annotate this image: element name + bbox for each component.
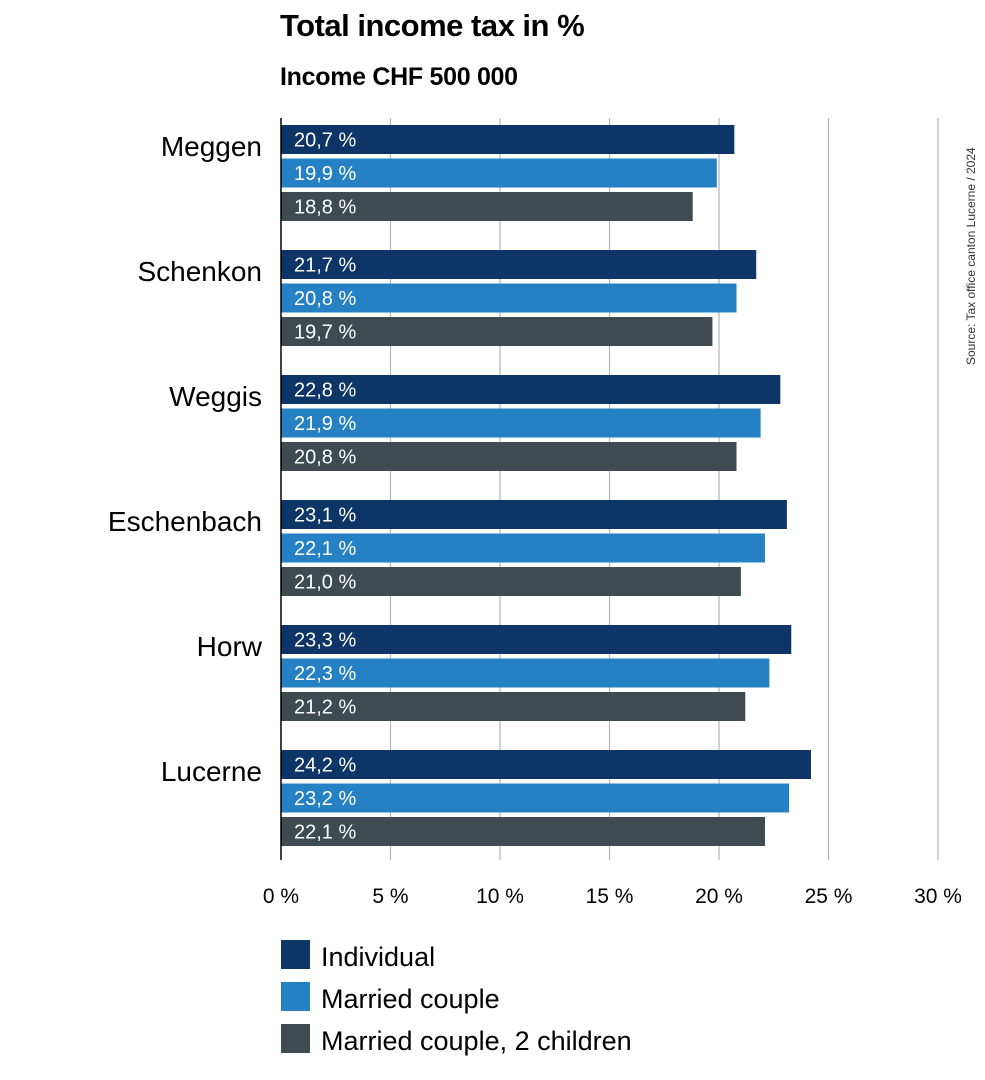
value-labels: 20,7 % 19,9 % 18,8 % 21,7 % 20,8 % 19,7 % 22,8… bbox=[294, 130, 356, 844]
legend-label: Married couple, 2 children bbox=[321, 1026, 632, 1056]
bar bbox=[281, 500, 787, 529]
bar-value-label: 21,2 % bbox=[294, 697, 356, 719]
bar bbox=[281, 750, 811, 779]
category-label: Weggis bbox=[169, 381, 262, 412]
bar bbox=[281, 317, 713, 346]
bar-value-label: 19,9 % bbox=[294, 163, 356, 185]
bar-value-label: 22,1 % bbox=[294, 538, 356, 560]
bar-value-label: 21,9 % bbox=[294, 413, 356, 435]
bar bbox=[281, 408, 761, 438]
bar bbox=[281, 158, 717, 188]
gridlines bbox=[389, 118, 939, 860]
bar-value-label: 18,8 % bbox=[294, 197, 356, 219]
bar bbox=[281, 658, 770, 688]
chart-subtitle: Income CHF 500 000 bbox=[280, 63, 518, 91]
bar bbox=[281, 125, 735, 154]
bar bbox=[281, 283, 737, 313]
bar-value-label: 19,7 % bbox=[294, 322, 356, 344]
x-tick-label: 30 % bbox=[914, 885, 962, 908]
bar bbox=[281, 817, 765, 846]
bar bbox=[281, 250, 757, 279]
bar-value-label: 20,8 % bbox=[294, 288, 356, 310]
bar-value-label: 20,7 % bbox=[294, 130, 356, 152]
legend-label: Individual bbox=[321, 942, 435, 972]
bar bbox=[281, 567, 741, 596]
category-label: Meggen bbox=[161, 131, 262, 162]
category-labels: Meggen Schenkon Weggis Eschenbach Horw Lucern… bbox=[108, 131, 263, 787]
legend-swatch bbox=[281, 940, 310, 969]
legend: Individual Married couple Married couple, … bbox=[281, 940, 632, 1056]
bar-value-label: 22,3 % bbox=[294, 663, 356, 685]
bar-value-label: 24,2 % bbox=[294, 755, 356, 777]
bar-value-label: 22,1 % bbox=[294, 822, 356, 844]
category-label: Lucerne bbox=[161, 756, 262, 787]
category-label: Schenkon bbox=[137, 256, 262, 287]
x-tick-label: 20 % bbox=[695, 885, 743, 908]
bar bbox=[281, 533, 765, 563]
x-tick-label: 10 % bbox=[476, 885, 524, 908]
bar bbox=[281, 692, 746, 721]
bar-value-label: 23,3 % bbox=[294, 630, 356, 652]
bar-value-label: 21,0 % bbox=[294, 572, 356, 594]
bar-value-label: 23,2 % bbox=[294, 788, 356, 810]
chart-title: Total income tax in % bbox=[280, 8, 584, 43]
bar-value-label: 20,8 % bbox=[294, 447, 356, 469]
legend-swatch bbox=[281, 1024, 310, 1053]
bars bbox=[281, 125, 811, 846]
category-label: Eschenbach bbox=[108, 506, 262, 537]
legend-swatch bbox=[281, 982, 310, 1011]
bar bbox=[281, 442, 737, 471]
bar bbox=[281, 783, 790, 813]
x-tick-label: 0 % bbox=[263, 885, 299, 908]
category-label: Horw bbox=[197, 631, 263, 662]
x-tick-label: 5 % bbox=[372, 885, 408, 908]
bar bbox=[281, 192, 693, 221]
bar bbox=[281, 375, 781, 404]
x-tick-labels: 0 % 5 % 10 % 15 % 20 % 25 % 30 % bbox=[263, 885, 962, 908]
x-tick-label: 25 % bbox=[805, 885, 853, 908]
bar-value-label: 22,8 % bbox=[294, 380, 356, 402]
bar-value-label: 21,7 % bbox=[294, 255, 356, 277]
source-note: Source: Tax office canton Lucerne / 2024 bbox=[964, 147, 978, 365]
bar bbox=[281, 625, 792, 654]
legend-label: Married couple bbox=[321, 984, 500, 1014]
x-tick-label: 15 % bbox=[586, 885, 634, 908]
bar-value-label: 23,1 % bbox=[294, 505, 356, 527]
